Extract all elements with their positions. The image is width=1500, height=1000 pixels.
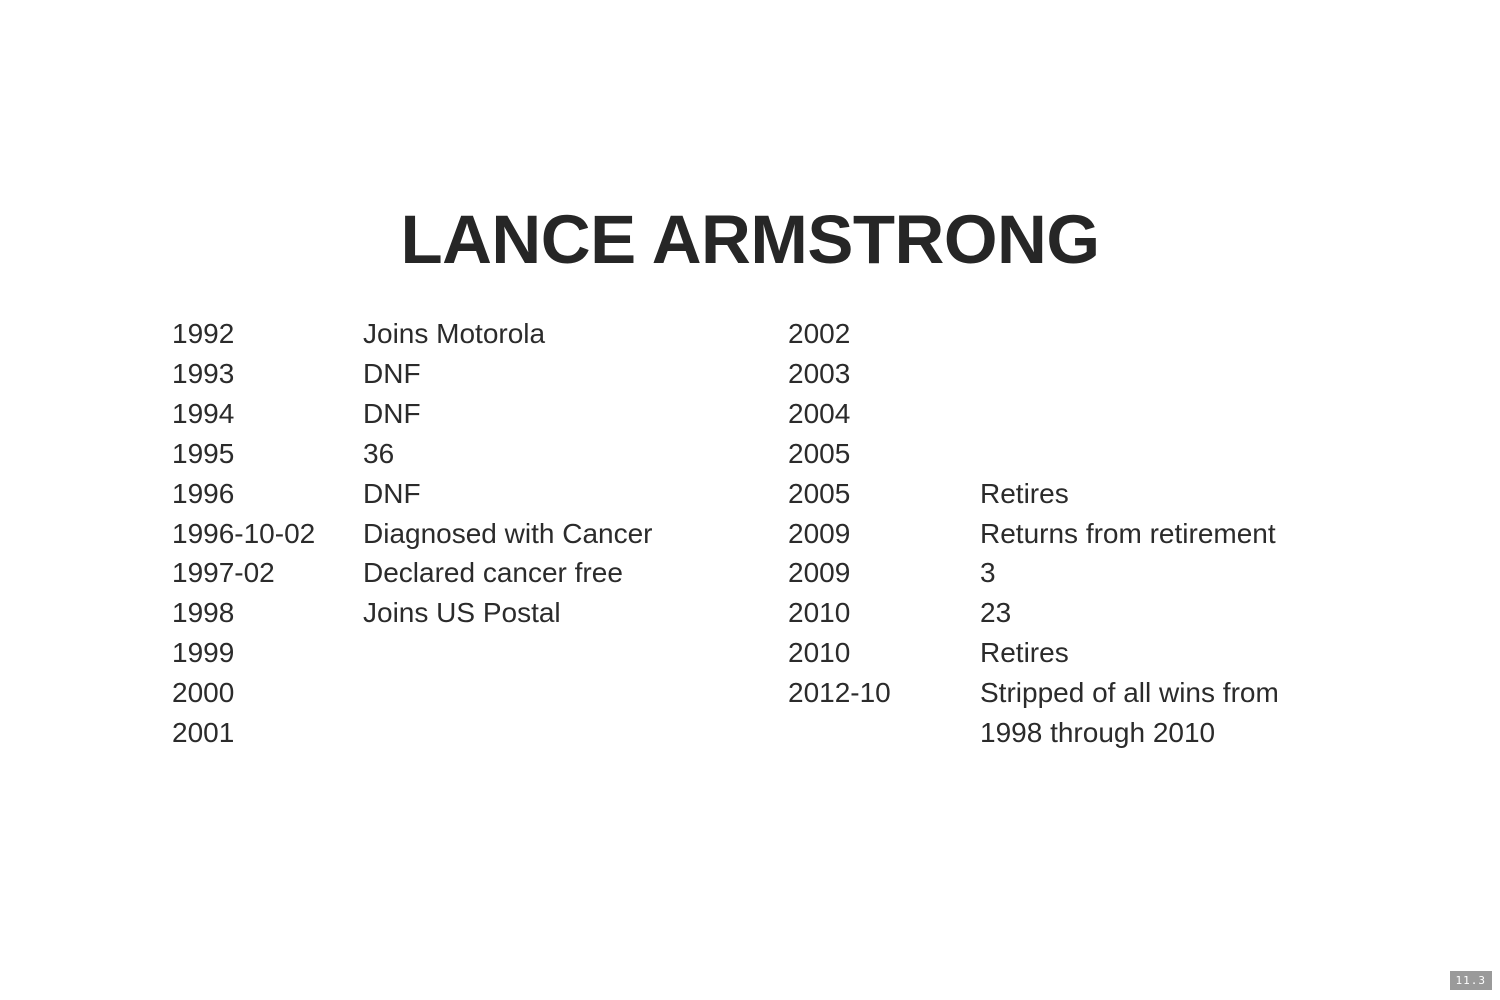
timeline-event: Returns from retirement <box>980 517 1276 549</box>
timeline-row: 1992 Joins Motorola <box>172 314 732 354</box>
timeline-event: Joins US Postal <box>363 597 561 629</box>
slide-number-badge: 11.3 <box>1449 971 1492 990</box>
timeline-date: 1992 <box>172 318 235 349</box>
timeline-row: 2004 <box>788 394 1408 434</box>
timeline-row: 2005 <box>788 434 1408 474</box>
timeline-event: Diagnosed with Cancer <box>363 517 653 549</box>
timeline-row: 2010 23 <box>788 593 1408 633</box>
timeline-event: Declared cancer free <box>363 557 623 589</box>
timeline-row: 1997-02 Declared cancer free <box>172 553 732 593</box>
timeline-event <box>980 394 1310 434</box>
timeline-date: 2001 <box>172 717 235 749</box>
timeline-date: 2003 <box>788 357 851 389</box>
timeline-event: Joins Motorola <box>363 318 546 349</box>
timeline-row: 2003 <box>788 354 1408 394</box>
timeline-row: 2012-10 Stripped of all wins from 1998 t… <box>788 673 1408 753</box>
timeline-row: 1995 36 <box>172 434 732 474</box>
timeline-right-column: 2002 2003 2004 2005 2005 Retires 2009 Re… <box>788 314 1408 753</box>
timeline-event <box>980 314 1310 354</box>
timeline-date: 1995 <box>172 437 235 469</box>
timeline-left-column: 1992 Joins Motorola 1993 DNF 1994 DNF 19… <box>172 314 732 753</box>
timeline-row: 1996-10-02 Diagnosed with Cancer <box>172 514 732 554</box>
timeline-event: 3 <box>980 557 996 589</box>
timeline-date: 1998 <box>172 597 235 629</box>
timeline-event: Retires <box>980 637 1069 669</box>
slide-title: LANCE ARMSTRONG <box>400 201 1100 278</box>
timeline-event <box>980 434 1310 474</box>
timeline-event <box>980 354 1310 394</box>
timeline-date: 2012-10 <box>788 677 891 709</box>
timeline-date: 1996-10-02 <box>172 517 316 549</box>
timeline-date: 2002 <box>788 318 851 349</box>
timeline-date: 2010 <box>788 597 851 629</box>
timeline-row: 2010 Retires <box>788 633 1408 673</box>
timeline-row: 1993 DNF <box>172 354 732 394</box>
timeline-row: 1999 <box>172 633 732 673</box>
timeline-event: DNF <box>363 357 421 389</box>
timeline-row: 1996 DNF <box>172 474 732 514</box>
timeline-row: 1994 DNF <box>172 394 732 434</box>
timeline-date: 2009 <box>788 517 851 549</box>
timeline-event: DNF <box>363 397 421 429</box>
timeline-date: 2010 <box>788 637 851 669</box>
timeline-date: 2004 <box>788 397 851 429</box>
timeline-row: 2000 <box>172 673 732 713</box>
timeline-date: 2009 <box>788 557 851 589</box>
timeline-event: 36 <box>363 437 395 469</box>
timeline-row: 2002 <box>788 314 1408 354</box>
timeline-event: DNF <box>363 477 421 509</box>
timeline-date: 2005 <box>788 477 851 509</box>
timeline-event: Stripped of all wins from 1998 through 2… <box>980 677 1279 749</box>
timeline-date: 1993 <box>172 357 235 389</box>
timeline-row: 2009 Returns from retirement <box>788 514 1408 554</box>
timeline-date: 1999 <box>172 637 235 669</box>
timeline-row: 2009 3 <box>788 553 1408 593</box>
timeline-date: 1996 <box>172 477 235 509</box>
timeline-event: Retires <box>980 477 1069 509</box>
timeline-row: 1998 Joins US Postal <box>172 593 732 633</box>
timeline-date: 2005 <box>788 437 851 469</box>
timeline-date: 1994 <box>172 397 235 429</box>
timeline-row: 2005 Retires <box>788 474 1408 514</box>
timeline-row: 2001 <box>172 713 732 753</box>
timeline-date: 1997-02 <box>172 557 275 589</box>
timeline-event: 23 <box>980 597 1012 629</box>
timeline-date: 2000 <box>172 677 235 709</box>
